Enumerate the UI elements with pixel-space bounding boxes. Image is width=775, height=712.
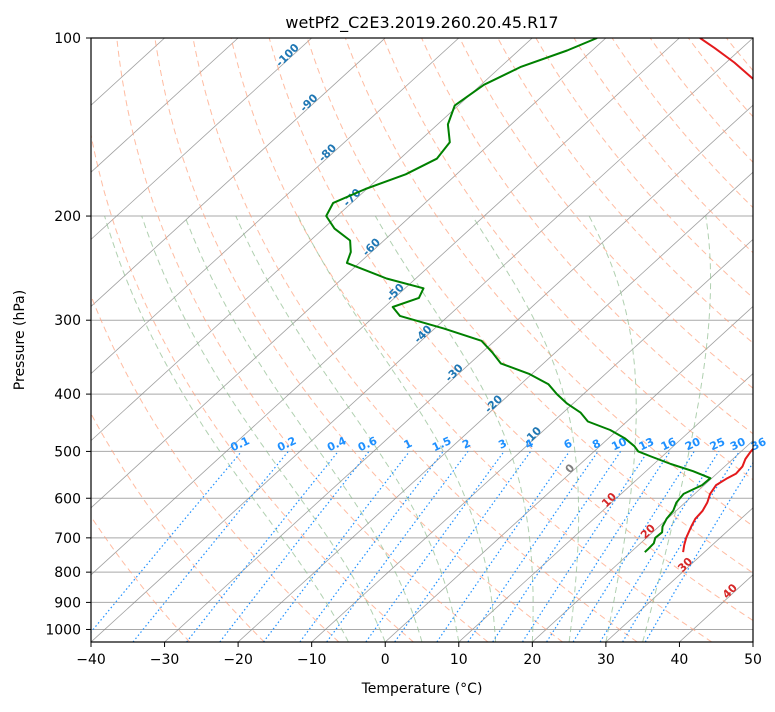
x-tick-label: 40	[671, 652, 689, 668]
y-axis: 100 200 300 400 500 600 700 800 900 1000	[45, 31, 91, 638]
x-tick-label: −30	[150, 652, 180, 668]
y-axis-label: Pressure (hPa)	[12, 290, 28, 390]
x-tick-label: −20	[223, 652, 253, 668]
y-tick-label: 1000	[45, 622, 81, 638]
y-tick-label: 300	[54, 313, 81, 329]
x-axis-label: Temperature (°C)	[361, 681, 483, 697]
x-tick-label: 0	[381, 652, 390, 668]
y-tick-label: 700	[54, 531, 81, 547]
chart-title: wetPf2_C2E3.2019.260.20.45.R17	[285, 13, 558, 33]
x-tick-label: −10	[297, 652, 327, 668]
y-tick-label: 100	[54, 31, 81, 47]
y-tick-label: 900	[54, 595, 81, 611]
y-tick-label: 200	[54, 209, 81, 225]
y-tick-label: 600	[54, 491, 81, 507]
y-tick-label: 800	[54, 565, 81, 581]
isotherm-line	[753, 38, 775, 642]
y-tick-label: 400	[54, 387, 81, 403]
x-tick-label: −40	[76, 652, 106, 668]
x-tick-label: 10	[450, 652, 468, 668]
x-tick-label: 20	[523, 652, 541, 668]
y-tick-label: 500	[54, 444, 81, 460]
x-tick-label: 50	[744, 652, 762, 668]
x-tick-label: 30	[597, 652, 615, 668]
x-axis: −40 −30 −20 −10 0 10 20 30 40 50	[76, 642, 762, 668]
